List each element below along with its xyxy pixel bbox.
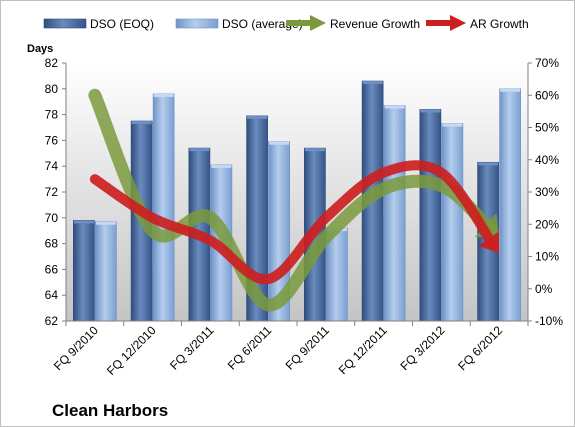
bar-cap-dso-eoq xyxy=(420,109,441,113)
y2-tick-label: 30% xyxy=(535,185,559,199)
y-tick-label: 72 xyxy=(45,185,59,199)
ar-growth-arrowhead xyxy=(478,231,500,254)
y-tick-label: 76 xyxy=(45,133,59,147)
lines-layer xyxy=(88,88,500,312)
bar-cap-dso-average xyxy=(384,105,405,109)
legend-label-revenue-growth: Revenue Growth xyxy=(330,17,420,31)
legend-label-dso-average: DSO (average) xyxy=(222,17,303,31)
legend-label-dso-eoq: DSO (EOQ) xyxy=(90,17,154,31)
y2-tick-label: 60% xyxy=(535,88,559,102)
y-tick-label: 82 xyxy=(45,56,59,70)
bar-dso-average xyxy=(499,88,521,322)
y2-tick-label: -10% xyxy=(535,314,563,328)
y-axis-title: Days xyxy=(27,43,53,55)
bar-cap-dso-eoq xyxy=(478,162,499,166)
y-tick-label: 66 xyxy=(45,262,59,276)
y-tick-label: 78 xyxy=(45,108,59,122)
legend-item-dso-eoq: DSO (EOQ) xyxy=(43,17,154,31)
y-tick-label: 64 xyxy=(45,288,59,302)
y-tick-label: 74 xyxy=(45,159,59,173)
y-tick-label: 62 xyxy=(45,314,59,328)
y2-tick-label: 50% xyxy=(535,121,559,135)
bar-cap-dso-eoq xyxy=(73,220,94,224)
bar-cap-dso-average xyxy=(442,123,463,127)
ar-growth-line xyxy=(89,160,498,285)
bar-cap-dso-average xyxy=(95,221,116,225)
bar-cap-dso-eoq xyxy=(304,148,325,152)
chart-title: Clean Harbors xyxy=(52,401,168,420)
bar-cap-dso-eoq xyxy=(189,148,210,152)
legend-item-revenue-growth: Revenue Growth xyxy=(286,15,420,31)
bar-dso-average xyxy=(441,123,464,322)
legend-item-dso-average: DSO (average) xyxy=(175,17,303,31)
legend: DSO (EOQ) DSO (average) Revenue Growth A… xyxy=(43,15,529,31)
y-tick-label: 70 xyxy=(45,211,59,225)
bar-dso-average xyxy=(152,93,175,322)
bar-dso-average xyxy=(95,221,117,322)
bar-dso-eoq xyxy=(73,220,95,322)
y2-tick-label: 20% xyxy=(535,217,559,231)
y2-tick-label: 10% xyxy=(535,250,559,264)
bar-cap-dso-average xyxy=(269,141,290,145)
bar-cap-dso-eoq xyxy=(131,121,152,125)
y2-tick-label: 70% xyxy=(535,56,559,70)
bar-cap-dso-average xyxy=(500,88,521,92)
y2-tick-label: 0% xyxy=(535,282,553,296)
legend-item-ar-growth: AR Growth xyxy=(426,15,529,31)
bar-cap-dso-average xyxy=(211,164,232,168)
y-tick-label: 80 xyxy=(45,82,59,96)
legend-label-ar-growth: AR Growth xyxy=(470,17,529,31)
y-tick-label: 68 xyxy=(45,237,59,251)
bar-cap-dso-average xyxy=(153,93,174,97)
bar-cap-dso-eoq xyxy=(362,81,383,85)
revenue-growth-line xyxy=(88,88,498,312)
bar-dso-eoq xyxy=(419,109,442,322)
y2-tick-label: 40% xyxy=(535,153,559,167)
bar-cap-dso-eoq xyxy=(247,115,268,119)
bar-dso-average xyxy=(383,105,406,322)
